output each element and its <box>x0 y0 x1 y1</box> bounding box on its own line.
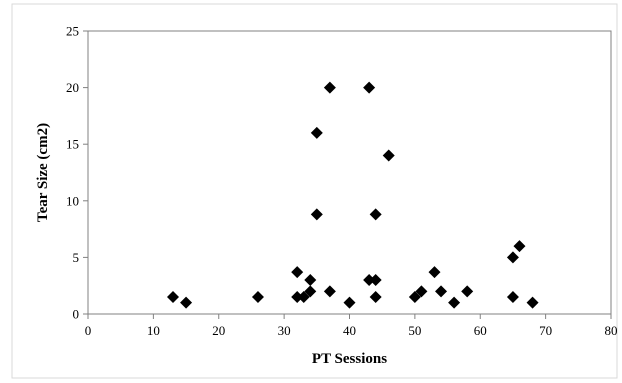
data-point <box>369 208 382 221</box>
plot-area <box>87 30 612 315</box>
data-point <box>526 296 539 309</box>
x-tick-label: 70 <box>539 323 552 338</box>
data-point <box>513 240 526 253</box>
data-point <box>506 251 519 264</box>
data-point <box>291 291 304 304</box>
x-tick-label: 40 <box>343 323 356 338</box>
y-tick-label: 25 <box>66 24 79 39</box>
x-tick-label: 0 <box>85 323 92 338</box>
data-point <box>461 285 474 298</box>
y-tick-label: 5 <box>73 250 80 265</box>
y-tick-label: 10 <box>66 193 79 208</box>
x-tick-label: 50 <box>408 323 421 338</box>
data-point <box>369 274 382 287</box>
y-tick-label: 15 <box>66 137 79 152</box>
x-tick-label: 80 <box>605 323 618 338</box>
y-tick-label: 0 <box>73 307 80 322</box>
x-tick-label: 30 <box>278 323 291 338</box>
x-axis-tick-labels: 0 10 20 30 40 50 60 70 80 <box>85 323 618 338</box>
y-axis-tick-labels: 0 5 10 15 20 25 <box>66 24 79 322</box>
y-tick-label: 20 <box>66 80 79 95</box>
data-point <box>180 296 193 309</box>
data-point <box>408 291 421 304</box>
x-axis-ticks <box>87 314 612 319</box>
data-point <box>323 81 336 94</box>
data-point <box>428 266 441 279</box>
data-point <box>297 291 310 304</box>
x-tick-label: 20 <box>212 323 225 338</box>
data-point <box>310 126 323 139</box>
data-point <box>415 285 428 298</box>
data-point <box>304 274 317 287</box>
data-point <box>363 81 376 94</box>
x-tick-label: 10 <box>147 323 160 338</box>
data-point <box>343 296 356 309</box>
data-point <box>291 266 304 279</box>
chart-outer-border <box>11 3 618 379</box>
data-point <box>448 296 461 309</box>
data-point <box>251 291 264 304</box>
x-axis-title: PT Sessions <box>312 351 387 367</box>
data-point <box>323 285 336 298</box>
data-point <box>166 291 179 304</box>
y-axis-ticks <box>83 30 88 315</box>
data-point <box>506 291 519 304</box>
data-point <box>310 208 323 221</box>
data-point <box>369 291 382 304</box>
data-point <box>382 149 395 162</box>
y-axis-title: Tear Size (cm2) <box>35 123 51 222</box>
data-points <box>166 81 539 309</box>
data-point <box>363 274 376 287</box>
x-tick-label: 60 <box>474 323 487 338</box>
data-point <box>435 285 448 298</box>
data-point <box>304 285 317 298</box>
